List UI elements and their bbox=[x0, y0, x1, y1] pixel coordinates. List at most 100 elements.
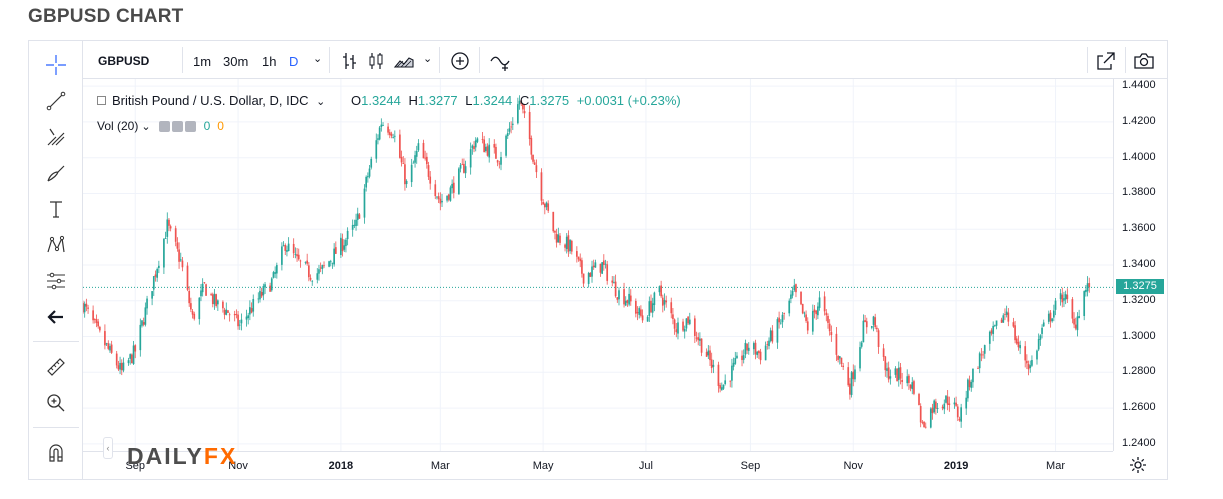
low-label: L bbox=[465, 93, 473, 108]
candle-body bbox=[282, 245, 285, 247]
candle-body bbox=[484, 146, 487, 152]
price-tick-label: 1.4400 bbox=[1122, 79, 1156, 92]
candle-body bbox=[660, 285, 662, 297]
toolbar-divider bbox=[329, 47, 330, 73]
time-tick-label: Sep bbox=[125, 460, 146, 472]
timeframe-1h[interactable]: 1h bbox=[262, 54, 277, 69]
candle-body bbox=[355, 219, 357, 227]
brush-icon[interactable] bbox=[42, 159, 70, 187]
settings-icon[interactable] bbox=[171, 120, 183, 132]
add-indicator-icon[interactable] bbox=[449, 50, 471, 72]
logo-accent-text: FX bbox=[203, 443, 238, 469]
candle-body bbox=[1004, 314, 1006, 315]
candle-body bbox=[638, 308, 641, 315]
compare-icon[interactable] bbox=[489, 50, 511, 72]
toolbar-collapse-toggle[interactable]: ‹ bbox=[103, 437, 113, 459]
toolbar-divider bbox=[1125, 47, 1126, 73]
candle-body bbox=[587, 272, 590, 284]
magnet-icon[interactable] bbox=[42, 439, 70, 467]
candle-body bbox=[823, 296, 826, 312]
candle-body bbox=[328, 261, 330, 267]
candle-body bbox=[776, 319, 779, 343]
legend-title[interactable]: British Pound / U.S. Dollar, D, IDC bbox=[112, 93, 309, 108]
candle-body bbox=[1019, 345, 1021, 349]
candle-body bbox=[427, 165, 430, 177]
candle-body bbox=[581, 260, 583, 274]
candle-body bbox=[119, 362, 121, 370]
candle-body bbox=[117, 365, 120, 370]
chevron-down-icon[interactable]: ⌄ bbox=[141, 120, 151, 133]
candle-body bbox=[166, 219, 169, 237]
candle-body bbox=[331, 262, 334, 264]
pattern-icon[interactable] bbox=[42, 231, 70, 259]
candle-body bbox=[343, 245, 346, 250]
trend-line-icon[interactable] bbox=[42, 87, 70, 115]
candle-body bbox=[1076, 316, 1079, 331]
chevron-down-icon[interactable]: ⌄ bbox=[316, 96, 326, 108]
price-tick-label: 1.2400 bbox=[1122, 436, 1156, 449]
legend-collapse-icon[interactable] bbox=[97, 96, 106, 105]
candle-body bbox=[274, 272, 276, 274]
settings-gear-icon[interactable] bbox=[1129, 456, 1147, 474]
measure-icon[interactable] bbox=[42, 267, 70, 295]
zoom-in-icon[interactable] bbox=[42, 389, 70, 417]
area-icon[interactable] bbox=[393, 50, 415, 72]
time-tick-label: Sep bbox=[740, 460, 761, 472]
time-tick-label: Mar bbox=[1046, 460, 1066, 472]
candle-body bbox=[1064, 294, 1067, 300]
timeframe-1m[interactable]: 1m bbox=[193, 54, 212, 69]
camera-icon[interactable] bbox=[1133, 50, 1155, 72]
timeframe-30m[interactable]: 30m bbox=[223, 54, 249, 69]
candle-body bbox=[446, 195, 448, 201]
candle-body bbox=[543, 203, 546, 208]
candle-body bbox=[838, 356, 841, 359]
pitchfork-icon[interactable] bbox=[42, 123, 70, 151]
candle-body bbox=[781, 314, 784, 323]
candle-body bbox=[935, 401, 937, 409]
candle-body bbox=[995, 320, 998, 326]
candle-body bbox=[297, 254, 300, 260]
candle-body bbox=[163, 238, 165, 268]
candle-body bbox=[886, 368, 888, 371]
fullscreen-icon[interactable] bbox=[1095, 50, 1117, 72]
text-icon[interactable] bbox=[42, 195, 70, 223]
back-arrow-icon[interactable] bbox=[42, 303, 70, 331]
chart-widget: GBPUSD 1m 30m 1h D ⌄ ⌄ 1.3275 1.4400 1.42… bbox=[28, 40, 1168, 480]
candle-body bbox=[865, 321, 868, 328]
candle-body bbox=[464, 166, 467, 174]
candle-body bbox=[388, 132, 391, 135]
bars-icon[interactable] bbox=[339, 50, 361, 72]
timeframe-d[interactable]: D bbox=[289, 54, 299, 69]
candle-body bbox=[382, 124, 384, 126]
candle-body bbox=[545, 202, 548, 208]
candle-body bbox=[481, 139, 484, 140]
candle-body bbox=[156, 268, 159, 278]
candle-body bbox=[941, 406, 944, 409]
eye-icon[interactable] bbox=[158, 120, 170, 132]
candle-body bbox=[213, 293, 216, 305]
candle-body bbox=[186, 265, 189, 290]
crosshair-icon[interactable] bbox=[42, 51, 70, 79]
candle-body bbox=[380, 124, 383, 128]
candle-body bbox=[618, 290, 620, 300]
candle-body bbox=[157, 265, 160, 268]
close-icon[interactable] bbox=[184, 120, 196, 132]
chevron-down-icon[interactable]: ⌄ bbox=[423, 53, 433, 65]
candles-icon[interactable] bbox=[365, 50, 387, 72]
price-chart[interactable] bbox=[83, 79, 1113, 451]
candle-body bbox=[673, 319, 676, 329]
candle-body bbox=[909, 384, 912, 389]
ruler-icon[interactable] bbox=[42, 353, 70, 381]
candle-body bbox=[131, 354, 133, 364]
candle-body bbox=[483, 139, 485, 153]
time-axis[interactable]: Sep Nov 2018 Mar May Jul Sep Nov 2019 Mar bbox=[83, 451, 1113, 479]
candle-body bbox=[876, 327, 878, 330]
symbol-search[interactable]: GBPUSD bbox=[98, 54, 150, 68]
candle-body bbox=[321, 265, 324, 269]
chevron-down-icon[interactable]: ⌄ bbox=[313, 53, 323, 65]
volume-label[interactable]: Vol (20) bbox=[97, 119, 139, 133]
candle-body bbox=[594, 262, 597, 268]
price-axis[interactable]: 1.3275 1.4400 1.4200 1.4000 1.3800 1.3600 1.3… bbox=[1113, 79, 1167, 451]
candle-body bbox=[801, 303, 804, 314]
candle-body bbox=[292, 243, 295, 254]
